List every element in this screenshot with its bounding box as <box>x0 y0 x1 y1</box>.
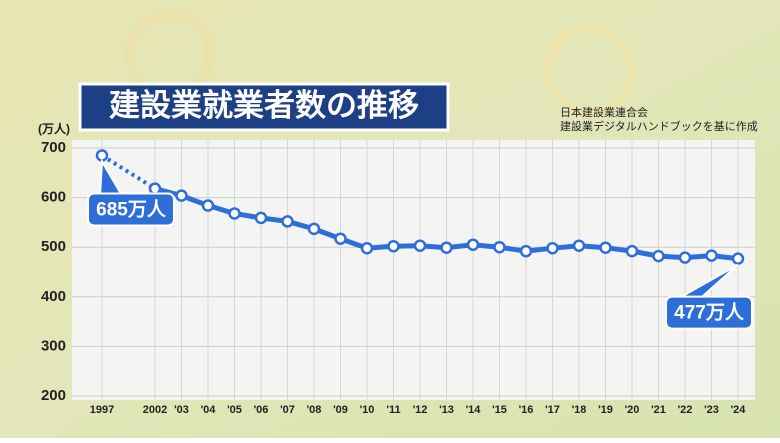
y-tick-label: 700 <box>41 139 66 156</box>
point <box>652 249 665 263</box>
point <box>440 241 453 254</box>
point <box>572 239 586 252</box>
point <box>625 244 639 258</box>
y-tick-label: 500 <box>41 238 66 255</box>
x-tick-label: 1997 <box>90 404 114 416</box>
point <box>281 215 294 228</box>
x-tick-label: '04 <box>201 404 217 416</box>
decoration <box>543 23 637 117</box>
callout-box <box>87 192 175 227</box>
point <box>493 240 506 254</box>
x-tick-label: '03 <box>174 404 189 416</box>
point <box>175 189 188 202</box>
point <box>387 239 400 253</box>
x-tick-label: '16 <box>519 404 534 416</box>
y-tick-label: 300 <box>41 337 66 354</box>
point <box>228 207 241 220</box>
point <box>360 241 374 255</box>
x-tick-label: '19 <box>598 404 613 416</box>
y-tick-label: 400 <box>41 288 66 305</box>
x-tick-label: '21 <box>651 404 666 416</box>
source: 建設業デジタルハンドブックを基に作成 <box>560 119 758 133</box>
grid <box>72 140 755 400</box>
x-tick-label: '22 <box>678 404 693 416</box>
point <box>705 249 718 262</box>
x-tick-label: 2002 <box>143 404 167 416</box>
x-tick-label: '08 <box>307 404 322 416</box>
point <box>334 232 347 246</box>
plot-area <box>72 140 755 400</box>
x-tick-label: '10 <box>360 404 375 416</box>
data-label: 685万人 <box>96 198 167 220</box>
y-tick-label: 200 <box>41 387 66 404</box>
y-tick-label: 600 <box>41 189 66 206</box>
point <box>413 239 427 252</box>
x-tick-label: '12 <box>413 404 428 416</box>
callout-box <box>665 295 753 330</box>
x-tick-label: '07 <box>280 404 295 416</box>
point <box>519 244 533 258</box>
point <box>95 149 109 162</box>
chart-title: 建設業就業者数の推移 <box>109 88 419 123</box>
point <box>254 211 268 225</box>
x-tick-label: '24 <box>731 404 747 416</box>
x-tick-label: '17 <box>545 404 560 416</box>
x-tick-label: '11 <box>386 404 400 416</box>
x-tick-label: '06 <box>254 404 269 416</box>
source: 日本建設業連合会 <box>560 105 648 119</box>
point <box>678 251 692 264</box>
x-tick-label: '18 <box>572 404 587 416</box>
x-tick-label: '15 <box>492 404 507 416</box>
title-box <box>78 82 450 132</box>
point <box>307 222 321 236</box>
x-tick-label: '09 <box>333 404 348 416</box>
x-tick-label: '20 <box>625 404 640 416</box>
y-axis-label: (万人) <box>38 121 70 136</box>
x-tick-label: '13 <box>439 404 454 416</box>
point <box>466 238 480 251</box>
point <box>546 241 559 255</box>
x-tick-label: '05 <box>227 404 242 416</box>
data-label: 477万人 <box>674 302 745 324</box>
x-tick-label: '23 <box>704 404 719 416</box>
point <box>731 252 745 265</box>
point <box>148 182 162 195</box>
x-tick-label: '14 <box>466 404 482 416</box>
point <box>599 241 612 254</box>
point <box>201 199 215 212</box>
